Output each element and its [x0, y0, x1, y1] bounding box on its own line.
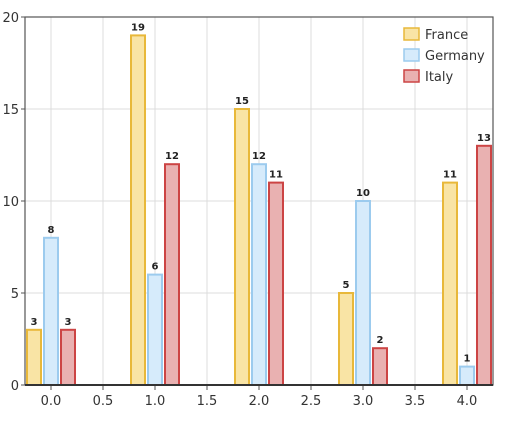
legend-label-france: France — [425, 28, 468, 43]
y-tick-label: 0 — [11, 379, 19, 394]
data-label: 11 — [269, 170, 283, 181]
bar-germany — [147, 273, 163, 387]
x-tick-label: 0.0 — [41, 394, 62, 409]
bar-france — [234, 108, 250, 386]
y-tick-label: 15 — [2, 103, 19, 118]
bar-italy — [164, 163, 180, 386]
bar-germany — [251, 163, 267, 386]
bar-france — [26, 328, 42, 386]
legend-swatch-germany — [403, 48, 420, 62]
bar-italy — [268, 181, 284, 386]
x-tick-label: 1.0 — [145, 394, 166, 409]
data-label: 10 — [356, 188, 370, 199]
x-tick-label: 3.0 — [353, 394, 374, 409]
legend-label-germany: Germany — [425, 49, 485, 64]
y-tick-label: 5 — [11, 287, 19, 302]
x-tick-label: 2.0 — [249, 394, 270, 409]
bar-germany — [355, 200, 371, 386]
data-label: 11 — [443, 170, 457, 181]
y-tick-label: 20 — [2, 11, 19, 26]
bar-germany — [459, 365, 475, 387]
bar-germany — [43, 236, 59, 386]
data-label: 19 — [131, 22, 145, 33]
bar-italy — [60, 328, 76, 386]
x-tick-label: 0.5 — [93, 394, 114, 409]
data-label: 13 — [477, 133, 491, 144]
bar-italy — [372, 347, 388, 387]
y-tick-label: 10 — [2, 195, 19, 210]
bar-france — [130, 34, 146, 387]
bar-italy — [476, 144, 492, 386]
data-label: 2 — [377, 335, 384, 346]
data-label: 12 — [165, 151, 179, 162]
x-tick-label: 3.5 — [405, 394, 426, 409]
legend-swatch-italy — [403, 69, 420, 83]
x-tick-label: 2.5 — [301, 394, 322, 409]
bar-france — [338, 292, 354, 386]
data-label: 8 — [48, 225, 55, 236]
data-label: 5 — [343, 280, 350, 291]
data-label: 15 — [235, 96, 249, 107]
legend: France Germany Italy — [403, 27, 485, 85]
x-tick-label: 1.5 — [197, 394, 218, 409]
data-label: 12 — [252, 151, 266, 162]
data-label: 3 — [31, 317, 38, 328]
x-tick-label: 4.0 — [457, 394, 478, 409]
legend-label-italy: Italy — [425, 70, 454, 85]
bar-france — [442, 181, 458, 386]
legend-swatch-france — [403, 27, 420, 41]
data-label: 6 — [152, 262, 159, 273]
data-label: 1 — [464, 354, 471, 365]
data-label: 3 — [65, 317, 72, 328]
